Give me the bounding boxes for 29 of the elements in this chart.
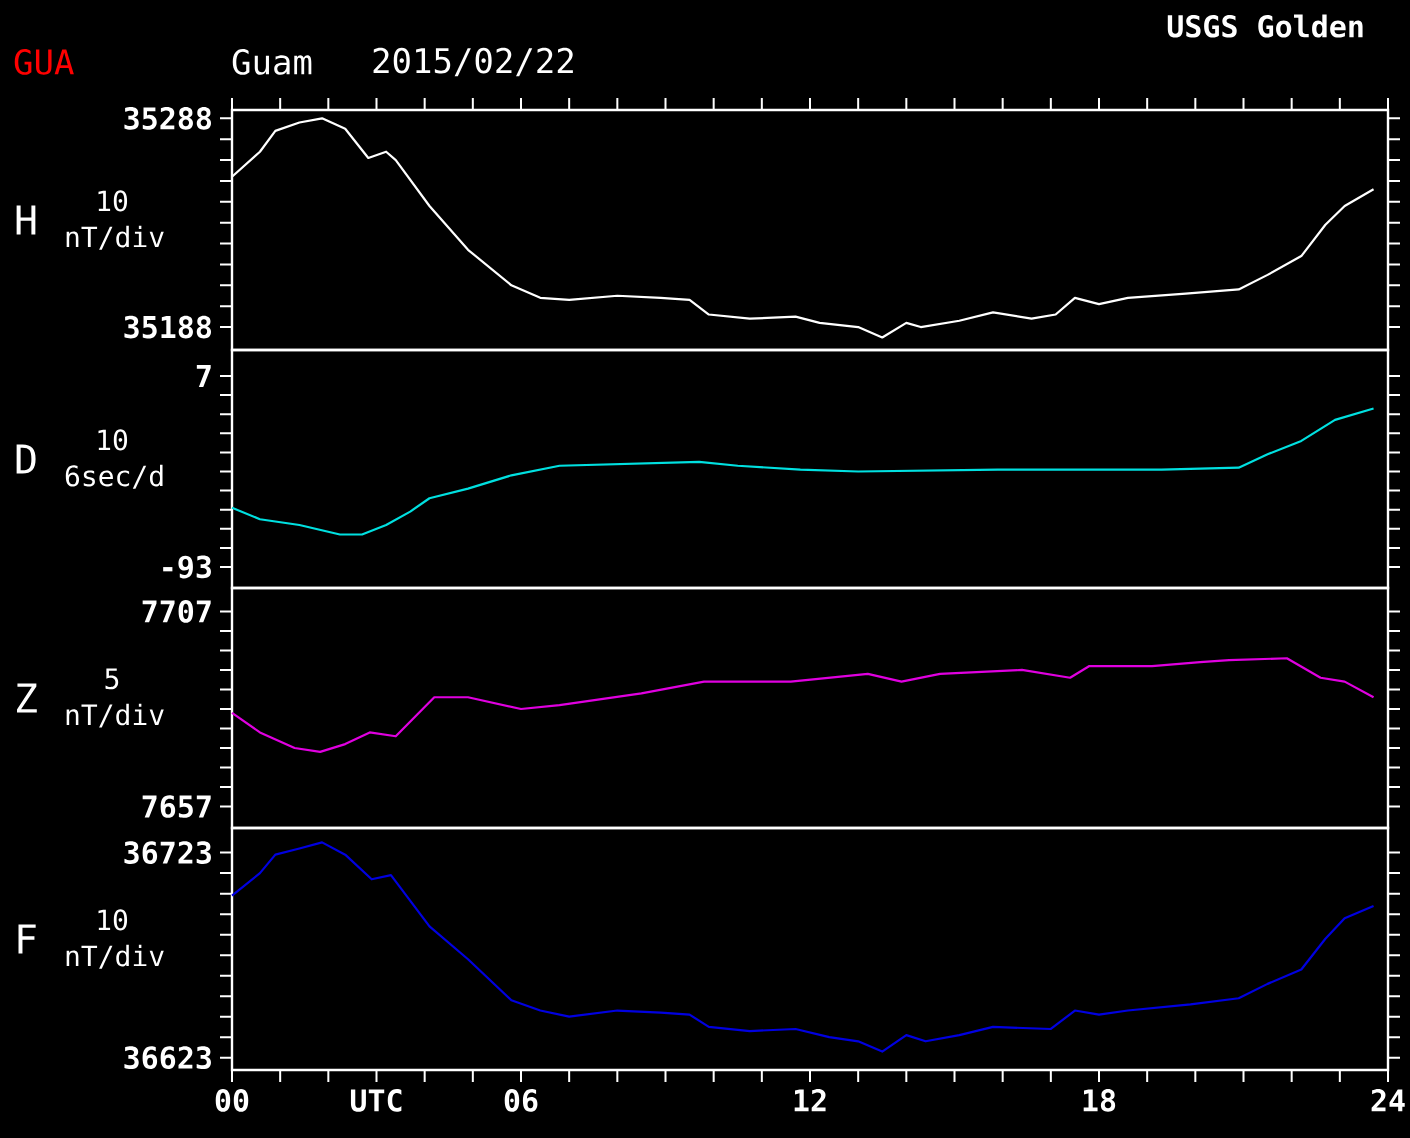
text: H xyxy=(16,205,36,235)
text: GUA xyxy=(14,49,74,75)
y-axis-title: 10 6sec/d xyxy=(65,429,163,489)
y-tick-label: 7 xyxy=(196,365,211,387)
y-axis-title: 10 nT/div xyxy=(66,190,164,250)
y-axis-title: 5 nT/div xyxy=(66,668,164,728)
line-series xyxy=(230,407,1375,536)
line-series xyxy=(230,657,1375,753)
x-tick-label: 24 xyxy=(1371,1089,1405,1112)
y-tick-label: 36623 xyxy=(124,1046,211,1070)
text: USGS Golden xyxy=(1167,14,1363,38)
x-tick-label: UTC xyxy=(350,1089,402,1112)
x-tick-label: 00 xyxy=(215,1089,249,1112)
x-tick-label: 18 xyxy=(1083,1089,1116,1112)
y-axis-title: 10 nT/div xyxy=(66,909,164,969)
y-tick-label: 36723 xyxy=(124,841,211,864)
x-tick-label: 12 xyxy=(794,1089,826,1112)
y-tick-label: 35188 xyxy=(124,315,212,339)
text: F xyxy=(18,924,36,954)
text: 2015/02/22 xyxy=(373,47,573,77)
y-tick-label: 35288 xyxy=(124,106,212,130)
line-series xyxy=(230,841,1375,1053)
text: Guam xyxy=(232,49,312,75)
x-tick-label: 06 xyxy=(504,1089,538,1112)
y-tick-label: 7707 xyxy=(142,600,211,623)
y-tick-label: 7657 xyxy=(142,795,211,818)
text: Z xyxy=(17,683,37,713)
y-tick-label: -93 xyxy=(163,555,211,579)
text: D xyxy=(16,444,36,474)
